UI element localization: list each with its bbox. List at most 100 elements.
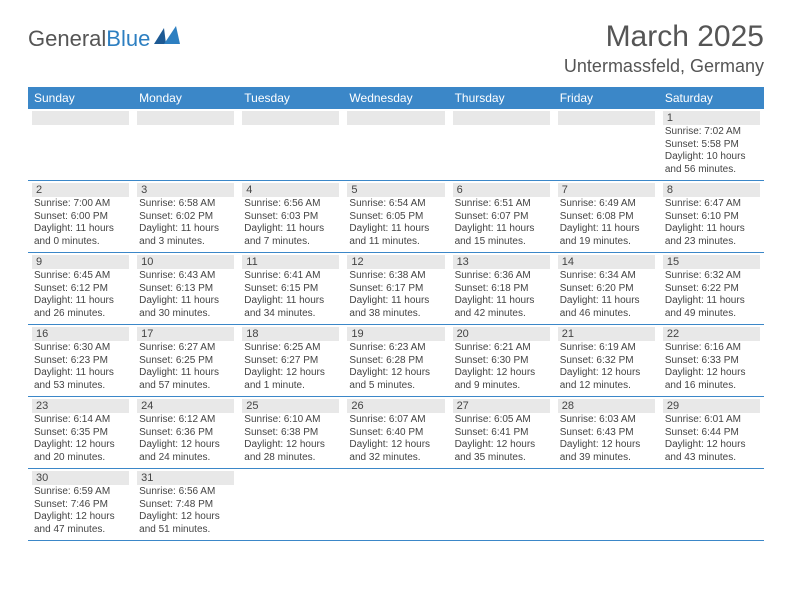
daylight-text: Daylight: 12 hours and 24 minutes. (137, 439, 234, 464)
sunrise-text: Sunrise: 6:23 AM (347, 342, 444, 355)
calendar-cell: 13Sunrise: 6:36 AMSunset: 6:18 PMDayligh… (449, 253, 554, 325)
calendar-table: Sunday Monday Tuesday Wednesday Thursday… (28, 87, 764, 541)
calendar-cell: 16Sunrise: 6:30 AMSunset: 6:23 PMDayligh… (28, 325, 133, 397)
sunrise-text: Sunrise: 6:05 AM (453, 414, 550, 427)
sunrise-text: Sunrise: 6:38 AM (347, 270, 444, 283)
day-number: 27 (453, 399, 550, 413)
daylight-text: Daylight: 12 hours and 9 minutes. (453, 367, 550, 392)
day-number: 1 (663, 111, 760, 125)
calendar-row: 16Sunrise: 6:30 AMSunset: 6:23 PMDayligh… (28, 325, 764, 397)
empty-daybar (242, 111, 339, 125)
sunset-text: Sunset: 6:38 PM (242, 427, 339, 440)
sunset-text: Sunset: 6:25 PM (137, 355, 234, 368)
sunrise-text: Sunrise: 6:54 AM (347, 198, 444, 211)
empty-daybar (558, 111, 655, 125)
calendar-row: 1Sunrise: 7:02 AMSunset: 5:58 PMDaylight… (28, 109, 764, 181)
calendar-cell: 29Sunrise: 6:01 AMSunset: 6:44 PMDayligh… (659, 397, 764, 469)
sunset-text: Sunset: 6:13 PM (137, 283, 234, 296)
calendar-cell (133, 109, 238, 181)
calendar-cell: 4Sunrise: 6:56 AMSunset: 6:03 PMDaylight… (238, 181, 343, 253)
sunrise-text: Sunrise: 6:51 AM (453, 198, 550, 211)
sunset-text: Sunset: 6:12 PM (32, 283, 129, 296)
sunrise-text: Sunrise: 6:25 AM (242, 342, 339, 355)
sunrise-text: Sunrise: 6:03 AM (558, 414, 655, 427)
day-number: 26 (347, 399, 444, 413)
daylight-text: Daylight: 11 hours and 23 minutes. (663, 223, 760, 248)
sunset-text: Sunset: 6:33 PM (663, 355, 760, 368)
daylight-text: Daylight: 11 hours and 42 minutes. (453, 295, 550, 320)
sunrise-text: Sunrise: 6:12 AM (137, 414, 234, 427)
sunrise-text: Sunrise: 6:47 AM (663, 198, 760, 211)
calendar-cell: 31Sunrise: 6:56 AMSunset: 7:48 PMDayligh… (133, 469, 238, 541)
daylight-text: Daylight: 11 hours and 0 minutes. (32, 223, 129, 248)
calendar-cell: 28Sunrise: 6:03 AMSunset: 6:43 PMDayligh… (554, 397, 659, 469)
calendar-cell: 30Sunrise: 6:59 AMSunset: 7:46 PMDayligh… (28, 469, 133, 541)
calendar-cell: 12Sunrise: 6:38 AMSunset: 6:17 PMDayligh… (343, 253, 448, 325)
sunset-text: Sunset: 6:05 PM (347, 211, 444, 224)
daylight-text: Daylight: 12 hours and 28 minutes. (242, 439, 339, 464)
day-number: 18 (242, 327, 339, 341)
sunset-text: Sunset: 6:03 PM (242, 211, 339, 224)
calendar-cell: 6Sunrise: 6:51 AMSunset: 6:07 PMDaylight… (449, 181, 554, 253)
sunrise-text: Sunrise: 6:56 AM (242, 198, 339, 211)
calendar-head: Sunday Monday Tuesday Wednesday Thursday… (28, 87, 764, 109)
calendar-cell: 22Sunrise: 6:16 AMSunset: 6:33 PMDayligh… (659, 325, 764, 397)
calendar-cell: 19Sunrise: 6:23 AMSunset: 6:28 PMDayligh… (343, 325, 448, 397)
daylight-text: Daylight: 12 hours and 20 minutes. (32, 439, 129, 464)
sunset-text: Sunset: 6:27 PM (242, 355, 339, 368)
daylight-text: Daylight: 11 hours and 49 minutes. (663, 295, 760, 320)
daylight-text: Daylight: 11 hours and 19 minutes. (558, 223, 655, 248)
calendar-cell: 26Sunrise: 6:07 AMSunset: 6:40 PMDayligh… (343, 397, 448, 469)
sunset-text: Sunset: 6:00 PM (32, 211, 129, 224)
daylight-text: Daylight: 12 hours and 35 minutes. (453, 439, 550, 464)
sunset-text: Sunset: 6:30 PM (453, 355, 550, 368)
calendar-cell: 21Sunrise: 6:19 AMSunset: 6:32 PMDayligh… (554, 325, 659, 397)
daylight-text: Daylight: 12 hours and 47 minutes. (32, 511, 129, 536)
month-title: March 2025 (564, 20, 764, 54)
day-number: 20 (453, 327, 550, 341)
sunset-text: Sunset: 5:58 PM (663, 139, 760, 152)
sunset-text: Sunset: 6:32 PM (558, 355, 655, 368)
brand-general: General (28, 26, 106, 52)
day-number: 22 (663, 327, 760, 341)
daylight-text: Daylight: 10 hours and 56 minutes. (663, 151, 760, 176)
day-number: 15 (663, 255, 760, 269)
sunset-text: Sunset: 6:18 PM (453, 283, 550, 296)
calendar-cell: 8Sunrise: 6:47 AMSunset: 6:10 PMDaylight… (659, 181, 764, 253)
daylight-text: Daylight: 12 hours and 51 minutes. (137, 511, 234, 536)
calendar-cell: 23Sunrise: 6:14 AMSunset: 6:35 PMDayligh… (28, 397, 133, 469)
day-number: 23 (32, 399, 129, 413)
day-number: 28 (558, 399, 655, 413)
col-sunday: Sunday (28, 87, 133, 109)
sunrise-text: Sunrise: 6:56 AM (137, 486, 234, 499)
sunrise-text: Sunrise: 6:32 AM (663, 270, 760, 283)
calendar-cell: 11Sunrise: 6:41 AMSunset: 6:15 PMDayligh… (238, 253, 343, 325)
sunrise-text: Sunrise: 7:00 AM (32, 198, 129, 211)
daylight-text: Daylight: 12 hours and 32 minutes. (347, 439, 444, 464)
empty-daybar (347, 111, 444, 125)
calendar-cell: 24Sunrise: 6:12 AMSunset: 6:36 PMDayligh… (133, 397, 238, 469)
calendar-cell (343, 469, 448, 541)
daylight-text: Daylight: 11 hours and 7 minutes. (242, 223, 339, 248)
calendar-row: 23Sunrise: 6:14 AMSunset: 6:35 PMDayligh… (28, 397, 764, 469)
sunset-text: Sunset: 7:48 PM (137, 499, 234, 512)
empty-daybar (32, 111, 129, 125)
sunrise-text: Sunrise: 6:01 AM (663, 414, 760, 427)
sunset-text: Sunset: 6:36 PM (137, 427, 234, 440)
sunrise-text: Sunrise: 6:59 AM (32, 486, 129, 499)
daylight-text: Daylight: 12 hours and 43 minutes. (663, 439, 760, 464)
calendar-row: 2Sunrise: 7:00 AMSunset: 6:00 PMDaylight… (28, 181, 764, 253)
daylight-text: Daylight: 11 hours and 38 minutes. (347, 295, 444, 320)
sunset-text: Sunset: 6:22 PM (663, 283, 760, 296)
title-block: March 2025 Untermassfeld, Germany (564, 20, 764, 77)
calendar-cell: 10Sunrise: 6:43 AMSunset: 6:13 PMDayligh… (133, 253, 238, 325)
calendar-cell: 3Sunrise: 6:58 AMSunset: 6:02 PMDaylight… (133, 181, 238, 253)
daylight-text: Daylight: 11 hours and 26 minutes. (32, 295, 129, 320)
calendar-cell (554, 469, 659, 541)
calendar-cell: 20Sunrise: 6:21 AMSunset: 6:30 PMDayligh… (449, 325, 554, 397)
sunset-text: Sunset: 6:20 PM (558, 283, 655, 296)
day-number: 21 (558, 327, 655, 341)
sunset-text: Sunset: 7:46 PM (32, 499, 129, 512)
day-number: 31 (137, 471, 234, 485)
calendar-cell: 7Sunrise: 6:49 AMSunset: 6:08 PMDaylight… (554, 181, 659, 253)
